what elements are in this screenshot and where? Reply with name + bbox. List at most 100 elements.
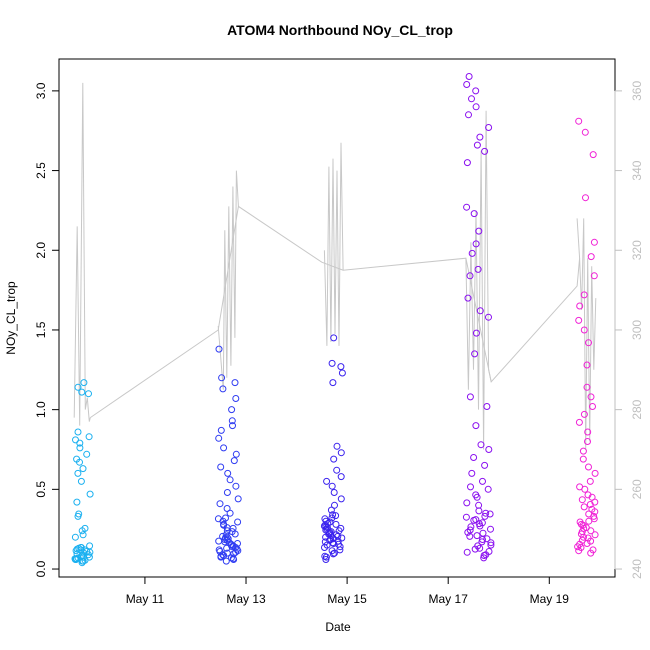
secondary-line-series — [73, 82, 597, 450]
data-point — [222, 514, 229, 522]
data-point — [229, 422, 236, 430]
data-point — [230, 457, 238, 465]
data-point — [464, 294, 472, 302]
data-point — [474, 542, 482, 550]
data-point — [472, 422, 480, 430]
data-point — [468, 95, 475, 103]
data-point — [473, 141, 481, 149]
data-point — [74, 428, 82, 436]
data-point — [79, 465, 87, 473]
data-point — [478, 519, 486, 527]
x-tick-label: May 13 — [226, 592, 266, 606]
data-point — [215, 434, 223, 442]
data-point — [85, 390, 92, 398]
plot-frame — [58, 58, 616, 578]
scatter-points — [71, 73, 599, 567]
data-point — [85, 553, 93, 561]
y-tick-label: 1.5 — [34, 321, 48, 338]
data-point — [220, 552, 228, 559]
data-point — [590, 272, 598, 280]
y2-tick-label: 240 — [630, 559, 644, 579]
data-point — [86, 542, 94, 550]
data-point — [485, 313, 492, 321]
data-point — [223, 527, 231, 535]
data-point — [337, 449, 345, 457]
data-point — [234, 518, 242, 526]
data-point — [329, 511, 337, 519]
data-point — [587, 253, 595, 261]
line-series-burst — [323, 142, 344, 346]
data-point — [481, 461, 489, 469]
data-point — [483, 403, 491, 410]
data-point — [80, 379, 88, 387]
data-point — [463, 159, 471, 167]
data-point — [225, 539, 233, 547]
data-point — [580, 326, 588, 334]
data-point — [467, 523, 475, 531]
data-point — [73, 455, 81, 463]
data-point — [78, 388, 86, 396]
data-point — [220, 444, 228, 452]
data-point — [470, 210, 478, 218]
data-point — [217, 426, 225, 434]
chart-title: ATOM4 Northbound NOy_CL_trop — [227, 22, 453, 38]
data-point — [480, 552, 488, 559]
y2-tick-label: 340 — [630, 160, 644, 180]
data-point — [227, 540, 235, 548]
data-point — [475, 507, 483, 515]
data-point — [580, 503, 588, 511]
data-point — [577, 544, 585, 551]
data-point — [78, 552, 86, 559]
data-point — [464, 528, 472, 536]
data-point — [72, 547, 80, 555]
data-point — [228, 406, 236, 414]
data-point — [229, 524, 237, 532]
data-point — [329, 379, 337, 387]
y-axis-left: 0.0 0.5 1.0 1.5 2.0 2.5 3.0 — [34, 82, 60, 577]
x-tick-label: May 15 — [327, 592, 367, 606]
data-point — [485, 446, 493, 453]
data-point — [479, 529, 487, 537]
data-point — [465, 73, 473, 80]
data-point — [334, 532, 342, 540]
data-point — [79, 531, 87, 539]
data-point — [586, 501, 594, 508]
data-point — [223, 505, 231, 512]
y-tick-label: 0.0 — [34, 560, 48, 577]
data-point — [585, 339, 592, 347]
data-point — [580, 291, 588, 299]
data-point — [75, 510, 83, 518]
data-point — [71, 555, 79, 563]
data-point — [588, 505, 596, 513]
x-tick-label: May 17 — [429, 592, 469, 606]
data-point — [228, 528, 236, 536]
data-point — [338, 534, 346, 542]
data-point — [329, 550, 337, 558]
data-point — [234, 495, 242, 503]
data-point — [231, 379, 239, 387]
data-point — [580, 410, 588, 418]
data-point — [476, 307, 484, 315]
data-point — [337, 495, 345, 503]
data-point — [583, 361, 591, 369]
data-point — [328, 547, 336, 555]
data-point — [483, 535, 491, 543]
data-point — [226, 476, 234, 484]
data-point — [77, 477, 85, 485]
x-tick-label: May 19 — [530, 592, 570, 606]
data-point — [232, 395, 240, 402]
data-point — [484, 485, 492, 493]
data-point — [71, 533, 79, 541]
data-point — [472, 87, 480, 95]
data-point — [584, 491, 592, 499]
data-point — [328, 514, 336, 522]
data-point — [466, 272, 474, 280]
data-point — [590, 515, 598, 523]
data-point — [72, 436, 79, 444]
data-point — [575, 117, 583, 125]
data-point — [579, 455, 587, 463]
data-point — [589, 546, 597, 554]
data-point — [581, 128, 589, 136]
x-axis: May 11 May 13 May 15 May 17 May 19 — [126, 576, 570, 606]
data-point — [86, 490, 94, 498]
